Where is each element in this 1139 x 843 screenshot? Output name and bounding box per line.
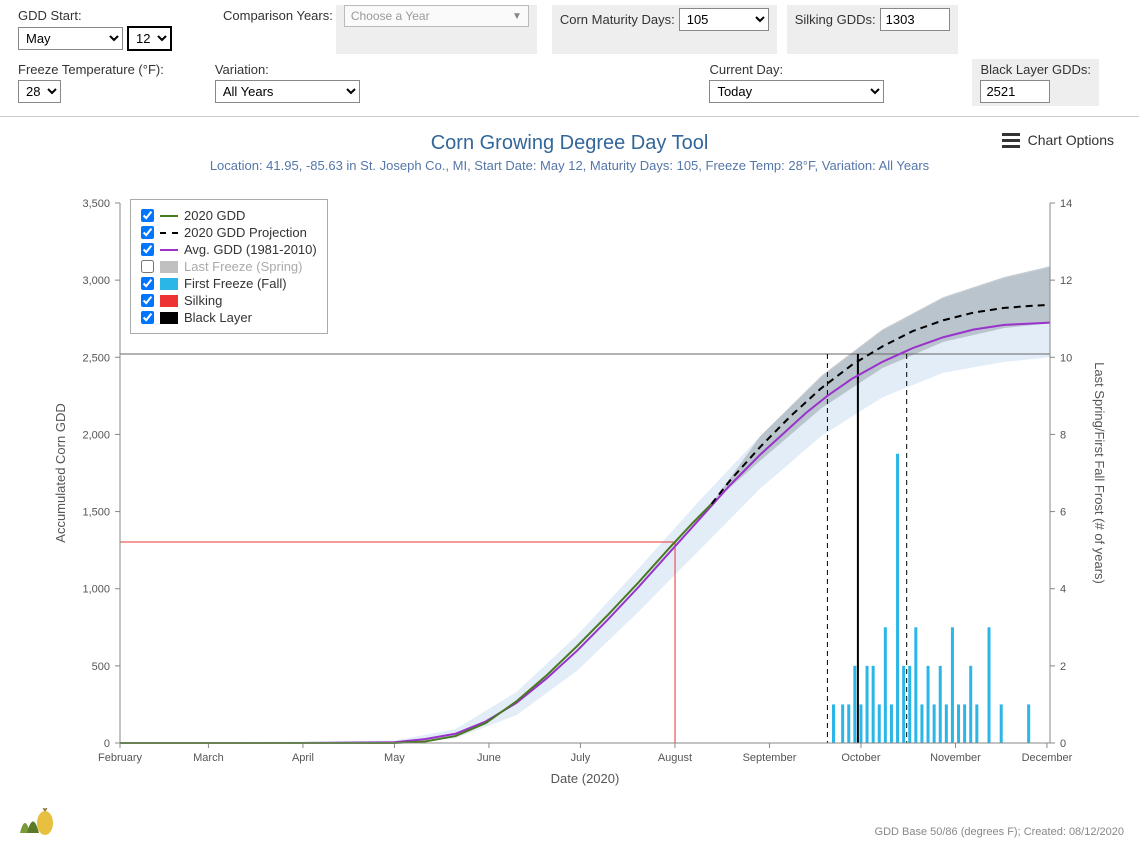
svg-text:3,500: 3,500: [82, 198, 110, 210]
legend-checkbox[interactable]: [141, 260, 154, 273]
svg-text:4: 4: [1060, 584, 1066, 596]
svg-text:December: December: [1021, 752, 1072, 764]
svg-text:12: 12: [1060, 275, 1072, 287]
chart-title: Corn Growing Degree Day Tool: [20, 132, 1119, 155]
current-day-group: Current Day: Today: [701, 59, 892, 106]
svg-text:0: 0: [1060, 738, 1066, 750]
legend-checkbox[interactable]: [141, 294, 154, 307]
comparison-select-wrap: Choose a Year ▼: [336, 5, 537, 54]
svg-text:10: 10: [1060, 352, 1072, 364]
legend-checkbox[interactable]: [141, 277, 154, 290]
silking-input[interactable]: [880, 8, 950, 31]
legend-item[interactable]: 2020 GDD Projection: [141, 225, 317, 240]
svg-text:July: July: [570, 752, 590, 764]
legend-label: First Freeze (Fall): [184, 276, 287, 291]
chevron-down-icon: ▼: [512, 11, 522, 22]
legend-label: Silking: [184, 293, 222, 308]
svg-text:1,000: 1,000: [82, 584, 110, 596]
svg-text:6: 6: [1060, 507, 1066, 519]
gdd-start-label: GDD Start:: [18, 8, 172, 23]
maturity-label: Corn Maturity Days:: [560, 12, 675, 27]
svg-text:May: May: [384, 752, 405, 764]
variation-select[interactable]: All Years: [215, 80, 360, 103]
chart-area: Chart Options Corn Growing Degree Day To…: [0, 117, 1139, 808]
legend-swatch: [160, 232, 178, 234]
black-layer-input[interactable]: [980, 80, 1050, 103]
black-layer-label: Black Layer GDDs:: [980, 62, 1091, 77]
svg-text:Date (2020): Date (2020): [550, 771, 619, 786]
svg-text:October: October: [841, 752, 880, 764]
footer-credit: GDD Base 50/86 (degrees F); Created: 08/…: [875, 826, 1124, 838]
comparison-select[interactable]: Choose a Year ▼: [344, 5, 529, 27]
comparison-placeholder: Choose a Year: [351, 9, 430, 23]
svg-text:14: 14: [1060, 198, 1072, 210]
legend-swatch: [160, 278, 178, 290]
current-day-label: Current Day:: [709, 62, 884, 77]
svg-text:3,000: 3,000: [82, 275, 110, 287]
current-day-select[interactable]: Today: [709, 80, 884, 103]
svg-text:2,500: 2,500: [82, 352, 110, 364]
silking-group: Silking GDDs:: [787, 5, 958, 54]
legend-checkbox[interactable]: [141, 209, 154, 222]
svg-text:August: August: [657, 752, 691, 764]
svg-text:March: March: [193, 752, 224, 764]
legend-item[interactable]: 2020 GDD: [141, 208, 317, 223]
chart-subtitle: Location: 41.95, -85.63 in St. Joseph Co…: [20, 158, 1119, 173]
svg-text:8: 8: [1060, 429, 1066, 441]
maturity-select[interactable]: 105: [679, 8, 769, 31]
footer: GDD Base 50/86 (degrees F); Created: 08/…: [0, 808, 1139, 843]
legend-label: 2020 GDD: [184, 208, 245, 223]
legend-swatch: [160, 295, 178, 307]
chart-options-label: Chart Options: [1028, 132, 1114, 148]
legend-checkbox[interactable]: [141, 226, 154, 239]
gdd-month-select[interactable]: May: [18, 27, 123, 50]
svg-text:Last Spring/First Fall Frost (: Last Spring/First Fall Frost (# of years…: [1092, 362, 1107, 584]
black-layer-group: Black Layer GDDs:: [972, 59, 1099, 106]
svg-text:September: September: [742, 752, 796, 764]
legend-item[interactable]: Silking: [141, 293, 317, 308]
svg-text:June: June: [477, 752, 501, 764]
variation-label: Variation:: [215, 62, 360, 77]
legend-swatch: [160, 215, 178, 217]
controls-panel: GDD Start: May 12 Comparison Years: Choo…: [0, 0, 1139, 117]
logo: [15, 808, 60, 838]
legend-item[interactable]: First Freeze (Fall): [141, 276, 317, 291]
variation-group: Variation: All Years: [207, 59, 368, 106]
freeze-temp-group: Freeze Temperature (°F): 28: [10, 59, 172, 106]
legend-label: Last Freeze (Spring): [184, 259, 303, 274]
legend-checkbox[interactable]: [141, 243, 154, 256]
legend-item[interactable]: Last Freeze (Spring): [141, 259, 317, 274]
comparison-group: Comparison Years:: [215, 5, 341, 54]
freeze-temp-select[interactable]: 28: [18, 80, 61, 103]
legend-swatch: [160, 312, 178, 324]
comparison-label: Comparison Years:: [223, 8, 333, 23]
gdd-day-select[interactable]: 12: [127, 26, 172, 51]
legend: 2020 GDD 2020 GDD Projection Avg. GDD (198…: [130, 199, 328, 334]
legend-label: Avg. GDD (1981-2010): [184, 242, 317, 257]
legend-swatch: [160, 261, 178, 273]
legend-item[interactable]: Avg. GDD (1981-2010): [141, 242, 317, 257]
silking-label: Silking GDDs:: [795, 12, 876, 27]
legend-swatch: [160, 249, 178, 251]
svg-text:2,000: 2,000: [82, 429, 110, 441]
gdd-start-group: GDD Start: May 12: [10, 5, 180, 54]
svg-text:Accumulated Corn GDD: Accumulated Corn GDD: [53, 403, 68, 542]
legend-label: Black Layer: [184, 310, 252, 325]
hamburger-icon: [1002, 133, 1020, 148]
svg-text:November: November: [930, 752, 981, 764]
legend-label: 2020 GDD Projection: [184, 225, 307, 240]
legend-checkbox[interactable]: [141, 311, 154, 324]
svg-text:April: April: [291, 752, 313, 764]
svg-text:1,500: 1,500: [82, 507, 110, 519]
legend-item[interactable]: Black Layer: [141, 310, 317, 325]
chart-options-button[interactable]: Chart Options: [1002, 132, 1114, 148]
svg-text:2: 2: [1060, 661, 1066, 673]
svg-text:0: 0: [103, 738, 109, 750]
svg-text:500: 500: [91, 661, 109, 673]
svg-text:February: February: [97, 752, 142, 764]
freeze-temp-label: Freeze Temperature (°F):: [18, 62, 164, 77]
maturity-group: Corn Maturity Days: 105: [552, 5, 777, 54]
